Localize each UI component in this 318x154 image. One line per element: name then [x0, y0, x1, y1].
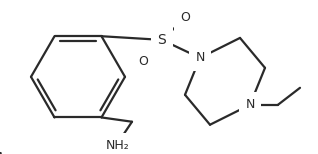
Text: O: O [138, 55, 148, 68]
Text: N: N [245, 98, 255, 111]
Text: NH₂: NH₂ [106, 139, 130, 152]
Text: S: S [158, 33, 166, 47]
Text: N: N [195, 51, 205, 64]
Text: O: O [180, 11, 190, 24]
